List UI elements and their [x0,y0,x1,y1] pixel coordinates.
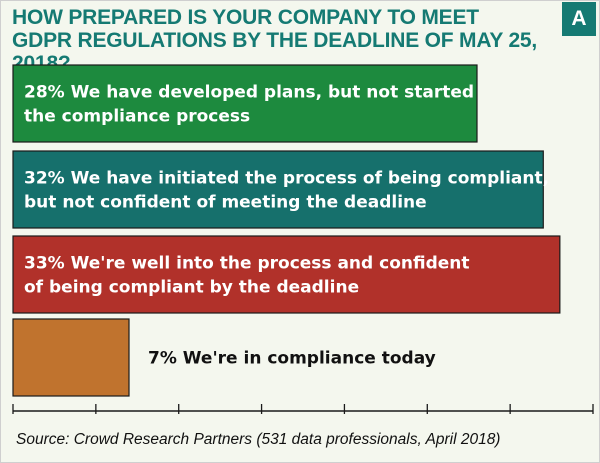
bar-3 [12,235,561,314]
bar-1 [12,64,478,143]
source-note: Source: Crowd Research Partners (531 dat… [16,431,501,448]
chart-title: HOW PREPARED IS YOUR COMPANY TO MEET GDP… [12,6,538,75]
bar-label-line: the compliance process [24,107,250,127]
bar-4 [12,318,130,397]
bar-label-line: 32% We have initiated the process of bei… [24,169,549,189]
bar-label-line: of being compliant by the deadline [24,278,359,298]
figure-badge: A [562,2,596,36]
bar-label-line: 33% We're well into the process and conf… [24,254,470,274]
bar-label-line: 7% We're in compliance today [148,349,436,369]
bar-2 [12,150,544,229]
bar-label-line: 28% We have developed plans, but not sta… [24,83,474,103]
bar-label-1: 28% We have developed plans, but not sta… [24,83,474,127]
bar-label-4: 7% We're in compliance today [148,349,436,369]
bar-label-line: but not confident of meeting the deadlin… [24,193,427,213]
bar-label-3: 33% We're well into the process and conf… [24,254,470,298]
bar-label-2: 32% We have initiated the process of bei… [24,169,549,213]
